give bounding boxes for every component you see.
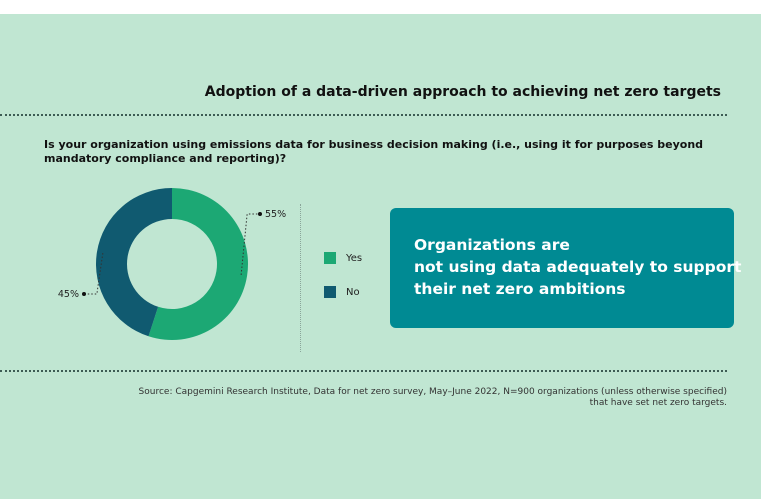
donut-chart: 55% 45% bbox=[58, 188, 286, 340]
data-label-no: 45% bbox=[58, 289, 79, 300]
callout-text: Organizations are not using data adequat… bbox=[414, 234, 741, 300]
donut-slice-no bbox=[96, 188, 172, 337]
data-label-yes: 55% bbox=[265, 209, 286, 220]
chart-separator bbox=[300, 204, 301, 352]
survey-question: Is your organization using emissions dat… bbox=[44, 138, 704, 165]
top-divider bbox=[0, 114, 727, 116]
donut-slice-yes bbox=[148, 188, 249, 340]
legend-swatch-yes bbox=[324, 252, 336, 264]
infographic-panel: Adoption of a data-driven approach to ac… bbox=[0, 14, 761, 499]
source-note: Source: Capgemini Research Institute, Da… bbox=[138, 387, 727, 408]
leader-dot-no bbox=[82, 292, 86, 296]
page-title: Adoption of a data-driven approach to ac… bbox=[204, 84, 721, 100]
legend-swatch-no bbox=[324, 286, 336, 298]
legend-label-yes: Yes bbox=[346, 252, 363, 264]
leader-line-no bbox=[84, 252, 104, 295]
callout-box: Organizations are not using data adequat… bbox=[390, 208, 741, 328]
bottom-divider bbox=[0, 370, 727, 372]
callout-line-1: Organizations are bbox=[414, 236, 570, 254]
legend-item-yes: Yes bbox=[324, 250, 362, 266]
chart-legend: Yes No bbox=[324, 250, 362, 318]
leader-dot-yes bbox=[258, 212, 262, 216]
legend-item-no: No bbox=[324, 284, 362, 300]
callout-line-3: their net zero ambitions bbox=[414, 280, 626, 298]
callout-line-2: not using data adequately to support bbox=[414, 258, 742, 276]
legend-label-no: No bbox=[346, 286, 360, 298]
